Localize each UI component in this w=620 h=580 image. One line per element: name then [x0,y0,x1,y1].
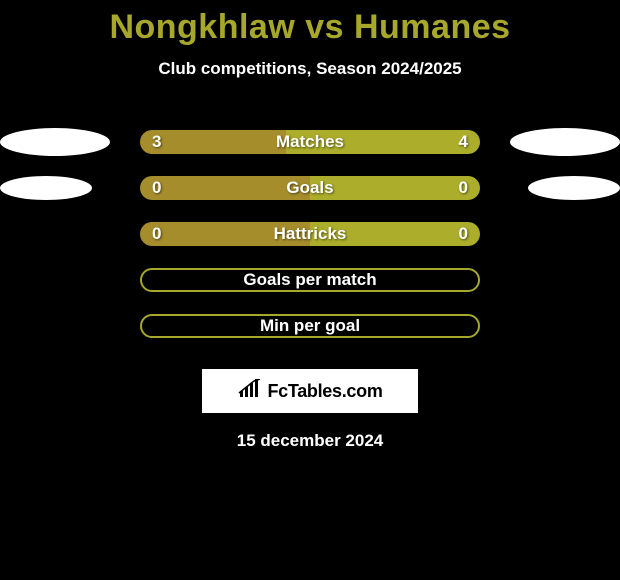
comparison-infographic: Nongkhlaw vs Humanes Club competitions, … [0,0,620,580]
stat-label: Goals per match [243,270,376,290]
subtitle: Club competitions, Season 2024/2025 [0,59,620,79]
page-title: Nongkhlaw vs Humanes [0,0,620,47]
player-ellipse-left [0,176,92,200]
bar-segment-left [140,222,310,246]
bar-segment-right [310,176,480,200]
stat-bar: 34Matches [140,130,480,154]
stat-label: Min per goal [260,316,360,336]
player-ellipse-right [528,176,620,200]
stat-row: Goals per match [0,257,620,303]
date-text: 15 december 2024 [0,431,620,451]
logo: FcTables.com [237,379,382,404]
stat-bar: Goals per match [140,268,480,292]
stat-row: 00Goals [0,165,620,211]
bar-segment-left [140,176,310,200]
logo-text: FcTables.com [267,381,382,402]
stat-bar: Min per goal [140,314,480,338]
stat-bar: 00Goals [140,176,480,200]
stat-row: 00Hattricks [0,211,620,257]
bar-segment-right [310,222,480,246]
player-ellipse-left [0,128,110,156]
player-ellipse-right [510,128,620,156]
logo-box: FcTables.com [202,369,418,413]
stat-row: Min per goal [0,303,620,349]
stat-rows: 34Matches 00Goals 00Hattricks Goals per mat… [0,119,620,349]
stat-bar: 00Hattricks [140,222,480,246]
stat-row: 34Matches [0,119,620,165]
chart-icon [237,379,263,404]
bar-segment-left [140,130,286,154]
bar-segment-right [286,130,480,154]
